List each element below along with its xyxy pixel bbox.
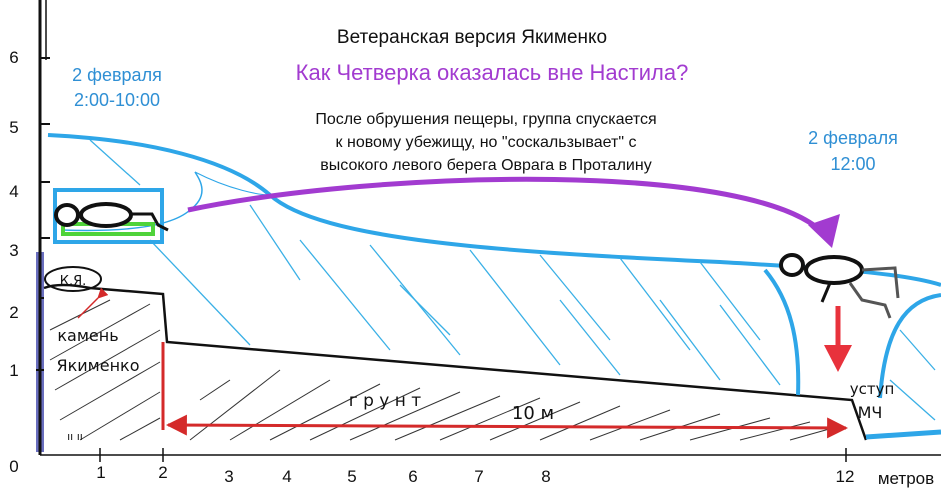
snow-mass (47, 133, 941, 440)
y-tick-5: 5 (9, 118, 18, 137)
distance-label: 10 м (512, 403, 554, 424)
x-tick-5: 5 (347, 467, 356, 486)
ledge-label-line-2: МЧ (858, 403, 883, 422)
stone-label-line-1: камень (57, 326, 118, 345)
right-time-date: 2 февраля (808, 128, 898, 148)
diagram-title: Ветеранская версия Якименко (337, 27, 607, 48)
slide-arrowhead (808, 214, 840, 248)
x-tick-6: 6 (408, 467, 417, 486)
stone-abbr: К.Я. (60, 274, 87, 289)
y-tick-3: 3 (9, 241, 18, 260)
stone-label-line-2: Якименко (56, 356, 139, 375)
x-tick-4: 4 (282, 467, 291, 486)
x-tick-1: 1 (96, 463, 105, 482)
diagram-question: Как Четверка оказалась вне Настила? (296, 60, 689, 85)
right-time-hours: 12:00 (830, 154, 875, 174)
x-tick-7: 7 (474, 467, 483, 486)
y-tick-1: 1 (9, 361, 18, 380)
y-tick-6: 6 (9, 48, 18, 67)
y-tick-0: 0 (9, 457, 18, 476)
description-line-1: После обрушения пещеры, группа спускаетс… (315, 111, 656, 128)
x-axis-ticks (99, 448, 847, 462)
left-time-hours: 2:00-10:00 (74, 90, 160, 110)
stone-circle (44, 266, 102, 292)
lying-person-right (779, 253, 900, 319)
x-tick-12: 12 (836, 467, 855, 486)
description-line-2: к новому убежищу, но "соскальзывает" с (336, 134, 637, 151)
ledge-label-line-1: уступ (850, 380, 895, 398)
stone-arrow (77, 287, 109, 319)
left-time-date: 2 февраля (72, 65, 162, 85)
x-tick-3: 3 (224, 467, 233, 486)
slide-trajectory-arrow (187, 176, 828, 238)
x-tick-8: 8 (541, 467, 550, 486)
lying-person-left (54, 202, 169, 232)
y-tick-2: 2 (9, 303, 18, 322)
bottom-fragment: ıı ıı (67, 430, 83, 443)
x-tick-2: 2 (158, 463, 167, 482)
ground-block (43, 283, 868, 441)
description-line-3: высокого левого берега Оврага в Проталин… (320, 157, 651, 174)
y-tick-4: 4 (9, 182, 18, 201)
distance-arrow (165, 414, 849, 439)
fall-arrowhead (824, 345, 852, 372)
ground-label: г р у н т (349, 391, 422, 411)
x-axis-unit: метров (878, 469, 934, 488)
